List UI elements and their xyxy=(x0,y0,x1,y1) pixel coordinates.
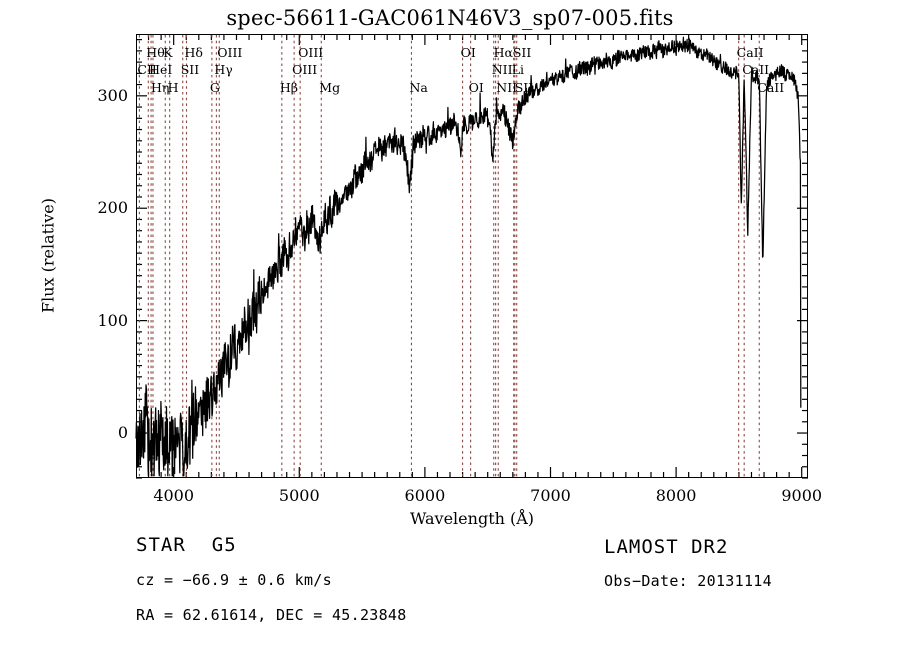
spectral-line-label-OI: OI xyxy=(460,45,476,60)
spectrum-curve xyxy=(135,36,802,477)
spectral-line-label-H: Hγ xyxy=(214,62,233,77)
footer-obs-date: Obs−Date: 20131114 xyxy=(604,572,772,590)
spectral-line-label-CaII: CaII xyxy=(742,62,770,77)
spectral-line-label-H: H xyxy=(167,80,179,95)
footer-coords: RA = 62.61614, DEC = 45.23848 xyxy=(136,606,407,624)
spectral-line-label-K: K xyxy=(163,45,173,60)
spectral-line-label-H: Hβ xyxy=(279,80,298,95)
spectral-line-label-OI: OI xyxy=(468,80,484,95)
plot-frame xyxy=(136,34,808,478)
spectral-line-label-CaII: CaII xyxy=(757,80,785,95)
spectral-line-label-SII: SII xyxy=(512,45,532,60)
y-tick-label-0: 0 xyxy=(117,423,128,443)
page-title: spec-56611-GAC061N46V3_sp07-005.fits xyxy=(226,6,674,30)
x-axis-title: Wavelength (Å) xyxy=(409,509,535,528)
y-tick-label-300: 300 xyxy=(97,85,128,105)
y-axis-title: Flux (relative) xyxy=(38,198,58,313)
footer-survey: LAMOST DR2 xyxy=(604,536,729,558)
x-tick-label-8000: 8000 xyxy=(655,486,697,505)
spectral-line-label-G: G xyxy=(209,80,220,95)
spectral-line-label-H: Hθ xyxy=(146,45,165,60)
spectral-line-label-SII: SII xyxy=(180,62,200,77)
spectral-line-label-Li: Li xyxy=(511,62,524,77)
x-tick-label-7000: 7000 xyxy=(530,486,571,505)
x-tick-label-9000: 9000 xyxy=(781,486,823,505)
spectral-line-label-H: Hα xyxy=(493,45,513,60)
spectral-line-label-H: Hη xyxy=(150,80,170,95)
spectral-line-label-H: Hδ xyxy=(184,45,203,60)
spectral-line-label-HeI: HeI xyxy=(149,62,173,77)
spectral-line-label-OIII: OIII xyxy=(292,62,318,77)
x-tick-label-4000: 4000 xyxy=(153,486,195,505)
spectral-line-label-OIII: OIII xyxy=(298,45,324,60)
spectral-line-label-NII: NII xyxy=(491,62,513,77)
y-tick-label-200: 200 xyxy=(97,198,128,218)
footer-object-type: STAR G5 xyxy=(136,534,237,556)
footer-cz: cz = −66.9 ± 0.6 km/s xyxy=(136,571,332,589)
spectral-line-label-NII: NII xyxy=(496,80,518,95)
spectral-line-label-CaII: CaII xyxy=(736,45,764,60)
spectral-line-label-CII: CII xyxy=(137,62,157,77)
spectral-line-label-Mg: Mg xyxy=(319,80,341,95)
spectral-line-label-Na: Na xyxy=(409,80,428,95)
y-tick-label-100: 100 xyxy=(97,310,128,330)
axis-ticks xyxy=(136,34,808,479)
x-tick-label-5000: 5000 xyxy=(278,486,320,505)
spectral-line-label-SII: SII xyxy=(514,80,534,95)
spectral-line-label-OIII: OIII xyxy=(217,45,243,60)
x-tick-label-6000: 6000 xyxy=(404,486,446,505)
